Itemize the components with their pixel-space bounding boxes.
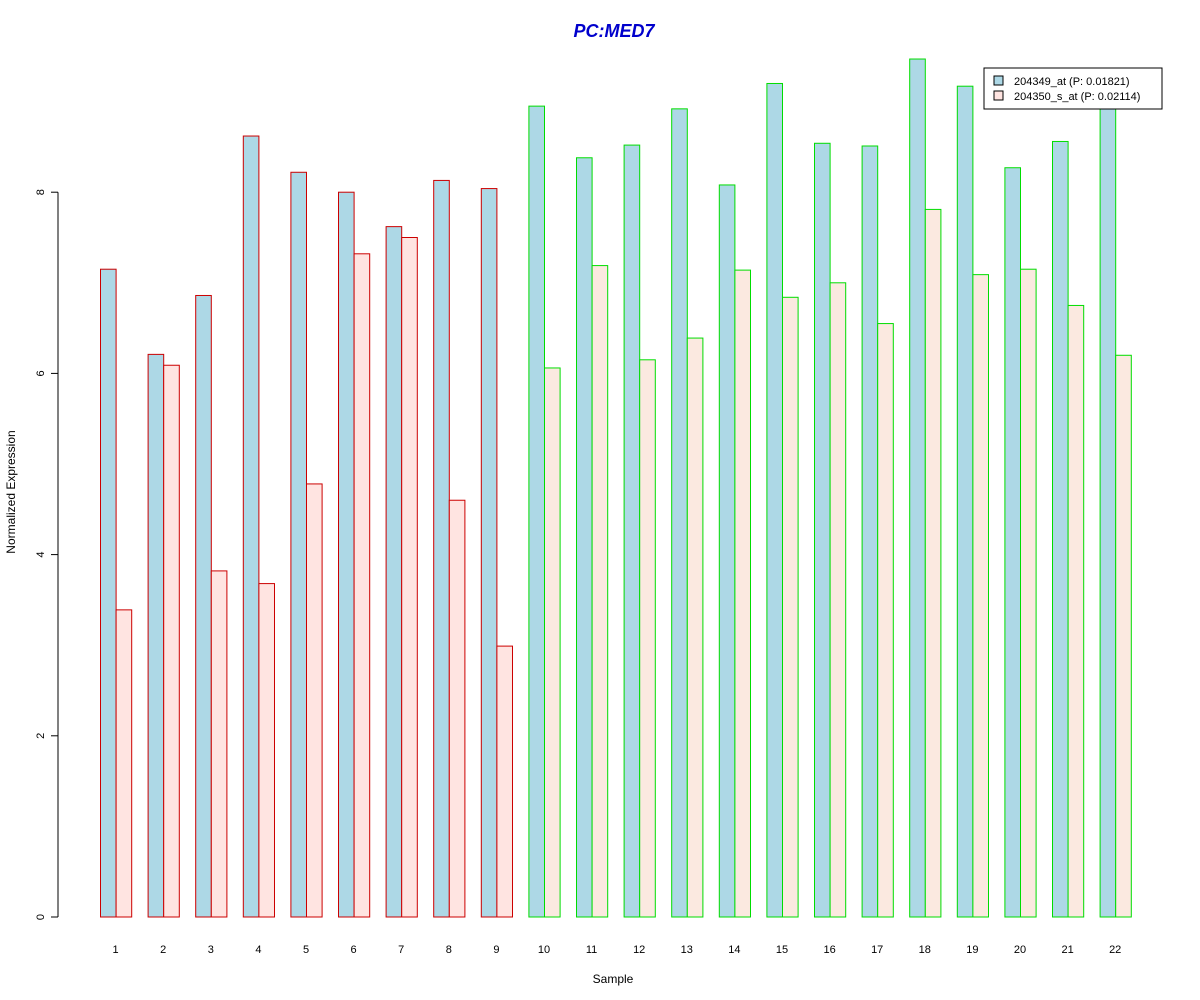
bar-sample-10-series-2 [544,367,561,918]
bar-sample-22-series-1 [1099,105,1117,918]
y-tick-label: 2 [35,733,47,739]
y-tick-label: 0 [35,914,47,920]
x-tick-label: 3 [208,944,214,956]
bar-sample-12-series-2 [639,359,656,918]
bar-sample-11-series-1 [576,157,593,918]
bar-sample-14-series-2 [734,269,752,918]
x-tick-label: 2 [160,944,166,956]
x-tick-label: 5 [303,944,309,956]
bar-sample-7-series-2 [401,237,418,918]
bar-sample-16-series-1 [814,142,831,918]
bar-sample-1-series-2 [115,609,133,918]
bar-sample-13-series-1 [671,108,688,918]
bar-sample-20-series-2 [1020,268,1037,918]
bar-sample-9-series-2 [496,645,513,918]
bar-sample-10-series-1 [528,105,546,918]
bar-sample-2-series-2 [163,364,180,918]
y-tick-label: 6 [35,370,47,376]
bar-sample-5-series-1 [290,171,307,918]
bar-sample-4-series-2 [258,583,275,918]
legend-swatch-series-1 [993,75,1004,86]
x-tick-label: 17 [871,944,883,956]
bar-sample-11-series-2 [591,265,609,918]
x-axis-title: Sample [593,972,634,986]
bar-sample-21-series-2 [1067,304,1085,918]
bar-sample-22-series-2 [1115,354,1132,918]
y-axis: 0 2 4 6 8 [35,189,59,920]
legend-box [983,67,1163,110]
y-tick-label: 8 [35,189,47,195]
x-tick-label: 21 [1061,944,1073,956]
x-tick-label: 14 [728,944,740,956]
bar-sample-16-series-2 [829,282,847,918]
bar-sample-18-series-1 [909,58,926,918]
x-tick-label: 19 [966,944,978,956]
x-tick-label: 15 [776,944,788,956]
bar-sample-6-series-1 [338,191,355,918]
y-tick-label: 4 [35,552,47,558]
x-tick-label: 20 [1014,944,1026,956]
bar-sample-4-series-1 [242,135,260,918]
bar-sample-19-series-1 [956,85,974,918]
bar-sample-14-series-1 [718,184,736,918]
bar-sample-7-series-1 [385,226,403,918]
bar-sample-9-series-1 [480,188,498,918]
x-tick-label: 18 [919,944,931,956]
bar-sample-21-series-1 [1052,140,1069,918]
x-tick-labels: 1 2 3 4 5 6 7 8 9 10 11 12 13 14 15 16 17 18 19 20 21 22 [113,944,1122,956]
x-tick-label: 1 [113,944,119,956]
bar-sample-18-series-2 [924,208,942,918]
y-axis-title: Normalized Expression [4,430,18,553]
bar-sample-8-series-2 [448,499,466,918]
x-tick-label: 11 [586,944,597,956]
bar-sample-8-series-1 [433,179,450,918]
bar-sample-15-series-2 [782,296,799,918]
bar-sample-17-series-2 [877,323,894,918]
bar-sample-5-series-2 [306,483,323,918]
x-tick-label: 8 [446,944,452,956]
bar-sample-12-series-1 [623,144,641,918]
bar-sample-2-series-1 [147,353,165,918]
legend-label-series-1: 204349_at (P: 0.01821) [1014,76,1130,88]
chart-title: PC:MED7 [573,21,655,41]
bars [100,58,1132,918]
x-tick-label: 7 [398,944,404,956]
bar-sample-1-series-1 [100,268,117,918]
x-tick-label: 9 [493,944,499,956]
x-tick-label: 12 [633,944,645,956]
x-tick-label: 10 [538,944,550,956]
x-tick-label: 16 [823,944,835,956]
bar-sample-3-series-2 [210,570,228,918]
bar-sample-15-series-1 [766,82,784,918]
legend: 204349_at (P: 0.01821) 204350_s_at (P: 0… [983,67,1163,110]
bar-sample-13-series-2 [686,337,704,918]
bar-sample-6-series-2 [353,253,371,918]
bar-sample-17-series-1 [861,145,879,918]
legend-swatch-series-2 [993,90,1004,101]
bar-sample-19-series-2 [972,274,990,918]
x-tick-label: 4 [255,944,261,956]
x-tick-label: 6 [351,944,357,956]
bar-sample-20-series-1 [1004,167,1022,918]
x-tick-label: 13 [681,944,693,956]
bar-sample-3-series-1 [195,294,212,918]
legend-label-series-2: 204350_s_at (P: 0.02114) [1014,91,1140,103]
x-tick-label: 22 [1109,944,1121,956]
